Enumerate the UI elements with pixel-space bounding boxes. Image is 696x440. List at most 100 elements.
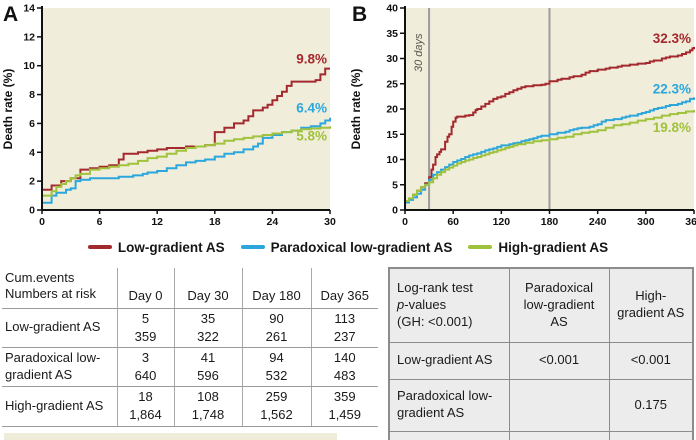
vline-label: 30 days bbox=[413, 33, 425, 72]
y-tick-label: 35 bbox=[386, 28, 398, 40]
x-tick-label: 12 bbox=[151, 216, 163, 228]
table-row: Paradoxical low-gradient AS 3 640 41 596 9… bbox=[2, 347, 378, 387]
at-risk-value: 596 bbox=[197, 367, 219, 383]
events-value: 359 bbox=[333, 389, 356, 405]
x-tick-label: 30 bbox=[324, 216, 336, 228]
at-risk-value: 237 bbox=[333, 328, 356, 344]
table-cell: 35 322 bbox=[173, 308, 242, 348]
at-risk-value: 1,562 bbox=[260, 407, 293, 422]
table-row-partial bbox=[388, 430, 694, 440]
events-value: 90 bbox=[269, 310, 284, 326]
low-gradient-as-end-label: 32.3% bbox=[653, 31, 691, 46]
y-tick-label: 2 bbox=[29, 176, 35, 188]
log-rank-pvalue-table: Log-rank test p-values (GH: <0.001) Para… bbox=[388, 267, 694, 440]
high-gradient-as-end-label: 5.8% bbox=[296, 128, 327, 143]
x-tick-label: 24 bbox=[267, 216, 279, 228]
at-risk-value: 359 bbox=[134, 328, 157, 344]
at-risk-value: 1,864 bbox=[129, 407, 162, 422]
table-row: Low-gradient AS <0.001 <0.001 bbox=[388, 341, 694, 380]
table-row: High-gradient AS 18 1,864 108 1,748 259 1,5… bbox=[2, 386, 378, 427]
table-cell: 90 261 bbox=[241, 308, 311, 348]
pvalue-cell: <0.001 bbox=[608, 341, 694, 380]
panel-b-label: B bbox=[352, 3, 368, 26]
legend: Low-gradient AS Paradoxical low-gradient… bbox=[0, 238, 696, 256]
x-tick-label: 360 bbox=[685, 216, 696, 228]
y-tick-label: 20 bbox=[386, 104, 398, 116]
column-header-day-0: Day 0 bbox=[116, 268, 174, 309]
y-axis-label: Death rate (%) bbox=[349, 69, 363, 150]
y-tick-label: 10 bbox=[386, 154, 398, 166]
legend-label: High-gradient AS bbox=[498, 239, 609, 255]
at-risk-value: 1,748 bbox=[191, 407, 225, 422]
table-header-row: Log-rank test p-values (GH: <0.001) Para… bbox=[388, 267, 694, 343]
x-tick-label: 240 bbox=[589, 216, 607, 228]
p-values-label: p-values bbox=[397, 296, 447, 312]
legend-item-paradoxical-low-gradient: Paradoxical low-gradient AS bbox=[240, 240, 452, 255]
low-gradient-as-end-label: 9.8% bbox=[296, 52, 327, 67]
events-value: 94 bbox=[269, 349, 284, 365]
low-gradient-as-line bbox=[42, 67, 330, 191]
events-value: 35 bbox=[200, 310, 216, 326]
at-risk-value: 483 bbox=[333, 367, 356, 383]
column-header-day-30: Day 30 bbox=[173, 268, 242, 309]
legend-item-high-gradient: High-gradient AS bbox=[468, 240, 608, 255]
y-tick-label: 10 bbox=[23, 60, 35, 72]
at-risk-value: 1,459 bbox=[328, 407, 362, 422]
events-value: 18 bbox=[138, 389, 153, 405]
high-gradient-as-line bbox=[405, 110, 695, 202]
y-tick-label: 0 bbox=[29, 205, 35, 217]
table-cell: 140 483 bbox=[310, 347, 378, 387]
numbers-at-risk-table: Cum.events Numbers at risk Day 0 Day 30 … bbox=[2, 268, 378, 427]
x-tick-label: 120 bbox=[493, 216, 511, 228]
pvalue-cell: <0.001 bbox=[508, 341, 610, 380]
y-tick-label: 5 bbox=[392, 179, 398, 191]
at-risk-value: 532 bbox=[265, 367, 288, 383]
cum-events-label: Cum.events bbox=[5, 270, 75, 285]
y-tick-label: 40 bbox=[386, 3, 398, 15]
log-rank-test-label: Log-rank test bbox=[397, 279, 473, 295]
table-cell: 3 640 bbox=[116, 347, 174, 387]
numbers-at-risk-label: Numbers at risk bbox=[5, 286, 97, 302]
at-risk-value: 261 bbox=[265, 328, 288, 344]
y-axis-label: Death rate (%) bbox=[1, 69, 15, 150]
pvalue-cell: 0.175 bbox=[608, 378, 694, 432]
column-header-paradoxical: Paradoxical low-gradient AS bbox=[508, 267, 610, 343]
row-label: Paradoxical low-gradient AS bbox=[2, 347, 117, 387]
legend-label: Low-gradient AS bbox=[117, 239, 225, 255]
events-value: 5 bbox=[141, 310, 150, 326]
table-cell: 5 359 bbox=[116, 308, 174, 348]
table-cell: 41 596 bbox=[173, 347, 242, 387]
table-cell: 359 1,459 bbox=[310, 386, 378, 427]
panel-a-label: A bbox=[3, 3, 19, 26]
row-label: High-gradient AS bbox=[2, 386, 117, 427]
x-tick-label: 0 bbox=[402, 216, 408, 228]
table-cell: 18 1,864 bbox=[116, 386, 174, 427]
row-label: Low-gradient AS bbox=[2, 308, 117, 348]
table-cell: 94 532 bbox=[241, 347, 311, 387]
y-tick-label: 8 bbox=[29, 89, 35, 101]
y-tick-label: 12 bbox=[23, 31, 35, 43]
paradoxical-low-gradient-as-end-label: 22.3% bbox=[653, 81, 691, 96]
pvalue-cell bbox=[508, 378, 610, 432]
table-cell bbox=[388, 430, 510, 440]
y-tick-label: 4 bbox=[29, 147, 35, 159]
plot-background bbox=[42, 8, 330, 210]
paradoxical-low-gradient-as-end-label: 6.4% bbox=[296, 101, 327, 116]
at-risk-value: 640 bbox=[134, 367, 157, 383]
high-gradient-as-end-label: 19.8% bbox=[653, 120, 691, 135]
events-value: 259 bbox=[265, 389, 288, 405]
pvalue-table-corner-header: Log-rank test p-values (GH: <0.001) bbox=[388, 267, 510, 343]
gh-pvalue-label: (GH: <0.001) bbox=[397, 313, 473, 329]
y-tick-label: 14 bbox=[23, 3, 35, 15]
y-tick-label: 15 bbox=[386, 129, 398, 141]
table-cell: 108 1,748 bbox=[173, 386, 242, 427]
column-header-day-365: Day 365 bbox=[310, 268, 378, 309]
legend-item-low-gradient: Low-gradient AS bbox=[87, 239, 225, 255]
table-cell bbox=[608, 430, 694, 440]
x-tick-label: 300 bbox=[637, 216, 655, 228]
low-gradient-line-swatch bbox=[87, 245, 112, 249]
x-tick-label: 18 bbox=[209, 216, 221, 228]
y-tick-label: 6 bbox=[29, 118, 35, 130]
